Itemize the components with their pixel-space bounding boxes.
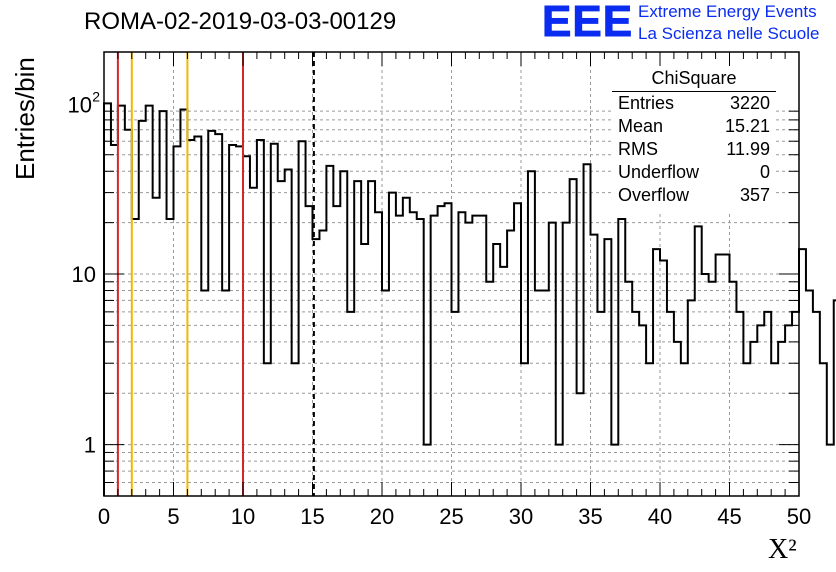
stats-value: 357 xyxy=(739,185,770,205)
stats-label: Mean xyxy=(618,116,664,136)
eee-logo-mark: EEE xyxy=(541,0,634,46)
x-axis-label: X² xyxy=(768,534,797,565)
x-tick-label: 45 xyxy=(717,504,741,529)
y-tick-label: 1 xyxy=(84,433,96,458)
y-tick-label-exp: 2 xyxy=(92,88,100,104)
stats-label: Underflow xyxy=(618,162,700,182)
stats-label: Entries xyxy=(618,93,675,113)
eee-logo: EEE Extreme Energy Events La Scienza nel… xyxy=(541,0,836,46)
x-tick-label: 35 xyxy=(578,504,602,529)
x-tick-label: 50 xyxy=(787,504,811,529)
stats-box-title: ChiSquare xyxy=(651,68,737,88)
x-tick-label: 15 xyxy=(300,504,324,529)
y-axis-label-wrap: Entries/bin xyxy=(2,57,42,180)
axis-ticks xyxy=(103,52,800,497)
stats-row-entries: Entries 3220 xyxy=(618,93,770,115)
y-tick-label: 10 xyxy=(72,262,96,287)
stats-label: Overflow xyxy=(618,185,690,205)
stats-box: ChiSquare Entries 3220 Mean 15.21 RMS 11… xyxy=(612,66,776,212)
x-tick-label: 30 xyxy=(509,504,533,529)
stats-box-divider xyxy=(612,91,776,92)
logo-line-1: Extreme Energy Events xyxy=(638,2,817,21)
stats-value: 11.99 xyxy=(726,139,770,159)
stats-value: 3220 xyxy=(729,93,770,113)
stats-row-underflow: Underflow 0 xyxy=(618,162,770,184)
stats-label: RMS xyxy=(618,139,658,159)
x-tick-label: 25 xyxy=(439,504,463,529)
stats-row-overflow: Overflow 357 xyxy=(618,185,770,207)
histogram-bars xyxy=(103,102,836,496)
stats-value: 0 xyxy=(759,162,770,182)
x-tick-label: 10 xyxy=(231,504,255,529)
stats-row-rms: RMS 11.99 xyxy=(618,139,770,161)
y-axis-label: Entries/bin xyxy=(10,57,40,180)
y-tick-label: 10 xyxy=(68,92,92,117)
x-tick-label: 40 xyxy=(648,504,672,529)
x-tick-label: 5 xyxy=(167,504,179,529)
stats-value: 15.21 xyxy=(724,116,770,136)
chart-title: ROMA-02-2019-03-03-00129 xyxy=(84,8,397,35)
histogram-outline xyxy=(103,102,836,496)
logo-line-2: La Scienza nelle Scuole xyxy=(638,24,820,43)
x-tick-label: 0 xyxy=(98,504,110,529)
stats-row-mean: Mean 15.21 xyxy=(618,116,770,138)
x-tick-label: 20 xyxy=(370,504,394,529)
